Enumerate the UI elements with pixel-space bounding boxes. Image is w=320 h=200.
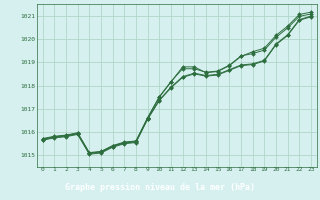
Text: Graphe pression niveau de la mer (hPa): Graphe pression niveau de la mer (hPa) xyxy=(65,184,255,192)
